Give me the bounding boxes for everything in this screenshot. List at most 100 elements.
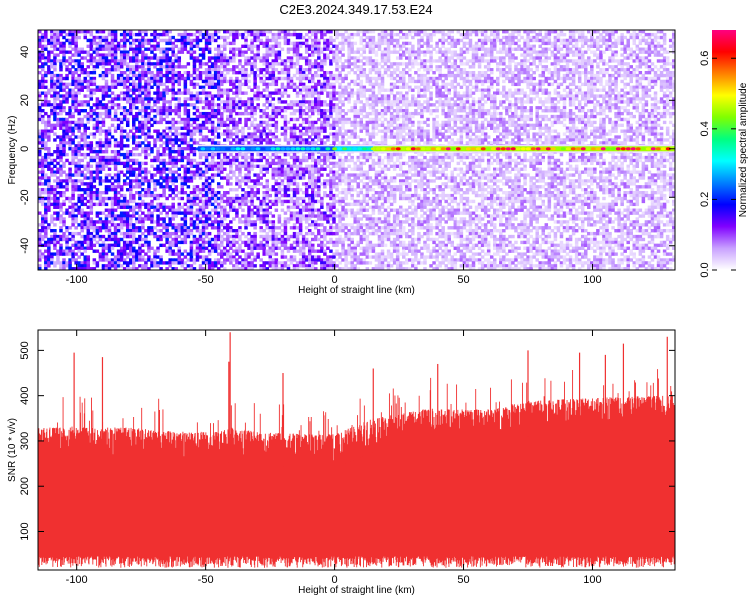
heatmap-cell bbox=[289, 106, 294, 110]
heatmap-cell bbox=[210, 38, 215, 43]
heatmap-cell bbox=[216, 214, 221, 218]
heatmap-cell bbox=[59, 185, 63, 189]
heatmap-cell bbox=[301, 182, 306, 186]
heatmap-cell bbox=[265, 135, 269, 139]
heatmap-cell bbox=[189, 144, 194, 148]
heatmap-cell bbox=[250, 30, 254, 34]
heatmap-cell bbox=[235, 53, 239, 57]
heatmap-cell bbox=[101, 249, 106, 253]
heatmap-cell bbox=[150, 147, 154, 151]
heatmap-cell bbox=[116, 94, 121, 98]
heatmap-cell bbox=[71, 97, 75, 101]
heatmap-cell bbox=[162, 176, 166, 180]
heatmap-cell bbox=[65, 129, 69, 133]
heatmap-cell bbox=[268, 161, 273, 166]
heatmap-cell bbox=[314, 91, 318, 95]
heatmap-cell bbox=[265, 70, 269, 75]
heatmap-cell bbox=[65, 73, 69, 78]
heatmap-cell bbox=[174, 73, 178, 78]
heatmap-cell bbox=[62, 217, 66, 221]
heatmap-cell bbox=[220, 117, 224, 122]
heatmap-cell bbox=[198, 208, 203, 212]
heatmap-cell bbox=[74, 170, 78, 174]
heatmap-cell bbox=[250, 132, 254, 136]
heatmap-cell bbox=[295, 237, 300, 242]
heatmap-cell bbox=[110, 85, 115, 89]
heatmap-cell bbox=[156, 202, 160, 207]
heatmap-cell bbox=[292, 264, 297, 268]
heatmap-cell bbox=[213, 73, 218, 78]
heatmap-cell bbox=[317, 188, 321, 192]
heatmap-cell bbox=[122, 152, 127, 157]
heatmap-cell bbox=[247, 126, 251, 130]
heatmap-cell bbox=[150, 117, 154, 122]
heatmap-cell bbox=[119, 211, 124, 215]
heatmap-cell bbox=[168, 193, 172, 198]
heatmap-cell bbox=[201, 202, 206, 207]
heatmap-cell bbox=[174, 132, 178, 136]
heatmap-cell bbox=[68, 120, 72, 125]
heatmap-cell bbox=[132, 255, 136, 259]
heatmap-cell bbox=[238, 261, 242, 265]
heatmap-cell bbox=[189, 208, 194, 212]
heatmap-cell bbox=[295, 158, 300, 163]
heatmap-cell bbox=[116, 47, 121, 51]
heatmap-cell bbox=[171, 109, 175, 113]
heatmap-cell bbox=[277, 91, 282, 95]
heatmap-cell bbox=[298, 53, 303, 57]
heatmap-cell bbox=[153, 103, 157, 107]
heatmap-cell bbox=[132, 214, 136, 218]
heatmap-cell bbox=[38, 35, 42, 40]
heatmap-cell bbox=[110, 106, 115, 110]
heatmap-cell bbox=[241, 111, 245, 116]
heatmap-cell bbox=[213, 47, 218, 51]
heatmap-cell bbox=[110, 202, 115, 207]
heatmap-cell bbox=[122, 44, 127, 48]
heatmap-cell bbox=[210, 109, 215, 113]
heatmap-cell bbox=[53, 82, 57, 87]
heatmap-cell bbox=[38, 129, 42, 133]
heatmap-cell bbox=[41, 76, 45, 81]
heatmap-cell bbox=[304, 214, 309, 218]
heatmap-cell bbox=[183, 38, 188, 43]
heatmap-cell bbox=[241, 202, 245, 207]
heatmap-cell bbox=[198, 155, 203, 160]
heatmap-cell bbox=[189, 79, 194, 84]
heatmap-cell bbox=[129, 152, 133, 157]
heatmap-cell bbox=[89, 196, 94, 201]
heatmap-cell bbox=[280, 164, 285, 168]
heatmap-cell bbox=[210, 100, 215, 104]
heatmap-cell bbox=[235, 88, 239, 92]
heatmap-cell bbox=[98, 100, 103, 104]
heatmap-cell bbox=[62, 41, 66, 46]
heatmap-cell bbox=[56, 59, 60, 63]
heatmap-cell bbox=[177, 70, 182, 75]
heatmap-cell bbox=[201, 35, 206, 40]
heatmap-cell bbox=[274, 82, 279, 87]
heatmap-cell bbox=[80, 199, 84, 204]
heatmap-cell bbox=[125, 182, 130, 186]
heatmap-cell bbox=[320, 234, 324, 239]
heatmap-cell bbox=[162, 38, 166, 43]
heatmap-cell bbox=[304, 62, 309, 66]
heatmap-cell bbox=[86, 193, 91, 198]
heatmap-cell bbox=[174, 91, 178, 95]
heatmap-cell bbox=[138, 88, 142, 92]
heatmap-cell bbox=[165, 138, 169, 142]
heatmap-cell bbox=[311, 76, 315, 81]
heatmap-cell bbox=[98, 170, 103, 174]
heatmap-cell bbox=[250, 106, 254, 110]
heatmap-cell bbox=[89, 56, 94, 60]
heatmap-cell bbox=[186, 229, 191, 233]
heatmap-cell bbox=[141, 220, 145, 224]
heatmap-cell bbox=[216, 59, 221, 63]
heatmap-cell bbox=[41, 229, 45, 233]
heatmap-cell bbox=[129, 193, 133, 198]
heatmap-cell bbox=[144, 79, 148, 84]
heatmap-cell bbox=[210, 114, 215, 119]
heatmap-cell bbox=[159, 144, 163, 148]
heatmap-cell bbox=[38, 82, 42, 87]
heatmap-cell bbox=[198, 243, 203, 248]
heatmap-cell bbox=[247, 237, 251, 242]
heatmap-cell bbox=[317, 237, 321, 242]
